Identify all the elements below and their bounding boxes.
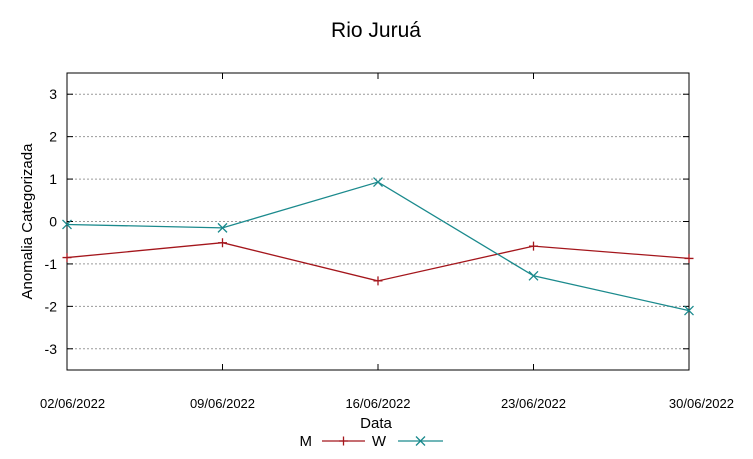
data-point-w xyxy=(684,305,694,316)
data-point-w xyxy=(528,270,539,281)
x-tick-label: 09/06/2022 xyxy=(190,396,255,411)
data-point-w xyxy=(62,219,72,230)
legend-label-w: W xyxy=(372,433,387,450)
y-axis-label: Anomalia Categorizada xyxy=(19,143,36,300)
y-tick-label: -2 xyxy=(45,298,58,314)
y-tick-label: 1 xyxy=(49,171,57,187)
x-tick-label: 30/06/2022 xyxy=(669,396,734,411)
y-tick-label: 2 xyxy=(49,129,57,145)
legend-marker-w xyxy=(415,436,426,446)
series-layer xyxy=(62,177,694,316)
legend-label-m: M xyxy=(300,433,313,450)
data-point-m xyxy=(373,276,383,286)
data-point-m xyxy=(529,241,538,251)
chart-title: Rio Juruá xyxy=(331,19,421,42)
x-axis-label: Data xyxy=(360,415,392,432)
y-tick-label: 0 xyxy=(49,214,57,230)
grid-lines xyxy=(67,93,689,350)
y-axis: 3 2 1 0 -1 -2 -3 xyxy=(45,86,689,357)
series-line-w xyxy=(66,181,690,312)
legend-marker-m xyxy=(339,436,348,446)
data-point-m xyxy=(684,253,694,263)
y-tick-label: -1 xyxy=(45,256,58,272)
y-tick-label: -3 xyxy=(45,341,58,357)
x-tick-label: 02/06/2022 xyxy=(40,396,105,411)
series-w xyxy=(62,177,694,316)
data-point-m xyxy=(218,238,227,248)
y-tick-label: 3 xyxy=(49,86,57,102)
x-axis: 02/06/2022 09/06/2022 16/06/2022 23/06/2022… xyxy=(40,73,734,411)
x-tick-label: 23/06/2022 xyxy=(501,396,566,411)
data-point-w xyxy=(373,177,383,188)
data-point-w xyxy=(217,222,228,233)
series-m xyxy=(62,238,694,286)
x-tick-label: 16/06/2022 xyxy=(345,396,410,411)
series-line-m xyxy=(66,242,690,282)
data-point-m xyxy=(62,253,72,263)
